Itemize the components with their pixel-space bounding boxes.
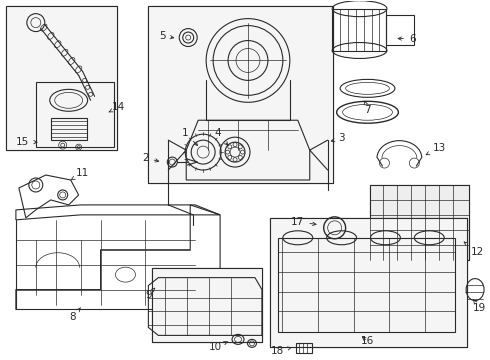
Text: 5: 5 xyxy=(159,31,173,41)
Bar xyxy=(270,218,467,347)
Bar xyxy=(148,6,333,183)
Bar xyxy=(270,218,467,347)
Text: 3: 3 xyxy=(331,133,345,143)
Text: 16: 16 xyxy=(361,336,374,346)
Text: 13: 13 xyxy=(426,143,446,155)
Bar xyxy=(369,185,469,260)
Text: 14: 14 xyxy=(109,102,125,112)
Bar xyxy=(6,6,118,150)
Text: 7: 7 xyxy=(364,101,371,115)
Text: 4: 4 xyxy=(215,128,228,145)
Text: 11: 11 xyxy=(71,168,89,180)
Bar xyxy=(387,15,415,45)
Bar xyxy=(296,343,312,353)
Bar xyxy=(152,268,262,342)
Text: 2: 2 xyxy=(142,153,159,163)
Bar xyxy=(6,6,118,150)
Text: 6: 6 xyxy=(398,33,416,44)
Bar xyxy=(51,118,87,140)
Text: 19: 19 xyxy=(472,300,486,312)
Bar xyxy=(152,268,262,342)
Text: 15: 15 xyxy=(16,137,37,147)
Bar xyxy=(148,6,333,183)
Text: 10: 10 xyxy=(209,342,227,352)
Bar xyxy=(36,82,114,147)
Text: 1: 1 xyxy=(182,128,197,145)
Text: 18: 18 xyxy=(271,346,291,356)
Text: 8: 8 xyxy=(70,308,80,323)
Text: 9: 9 xyxy=(145,288,155,300)
Bar xyxy=(152,268,262,342)
Bar xyxy=(278,238,455,332)
Text: 17: 17 xyxy=(291,217,316,227)
Bar xyxy=(332,9,387,50)
Bar xyxy=(270,218,467,347)
Bar xyxy=(369,185,469,260)
Text: 12: 12 xyxy=(464,242,484,257)
Bar xyxy=(6,6,118,150)
Bar xyxy=(148,6,333,183)
Bar xyxy=(369,185,469,260)
